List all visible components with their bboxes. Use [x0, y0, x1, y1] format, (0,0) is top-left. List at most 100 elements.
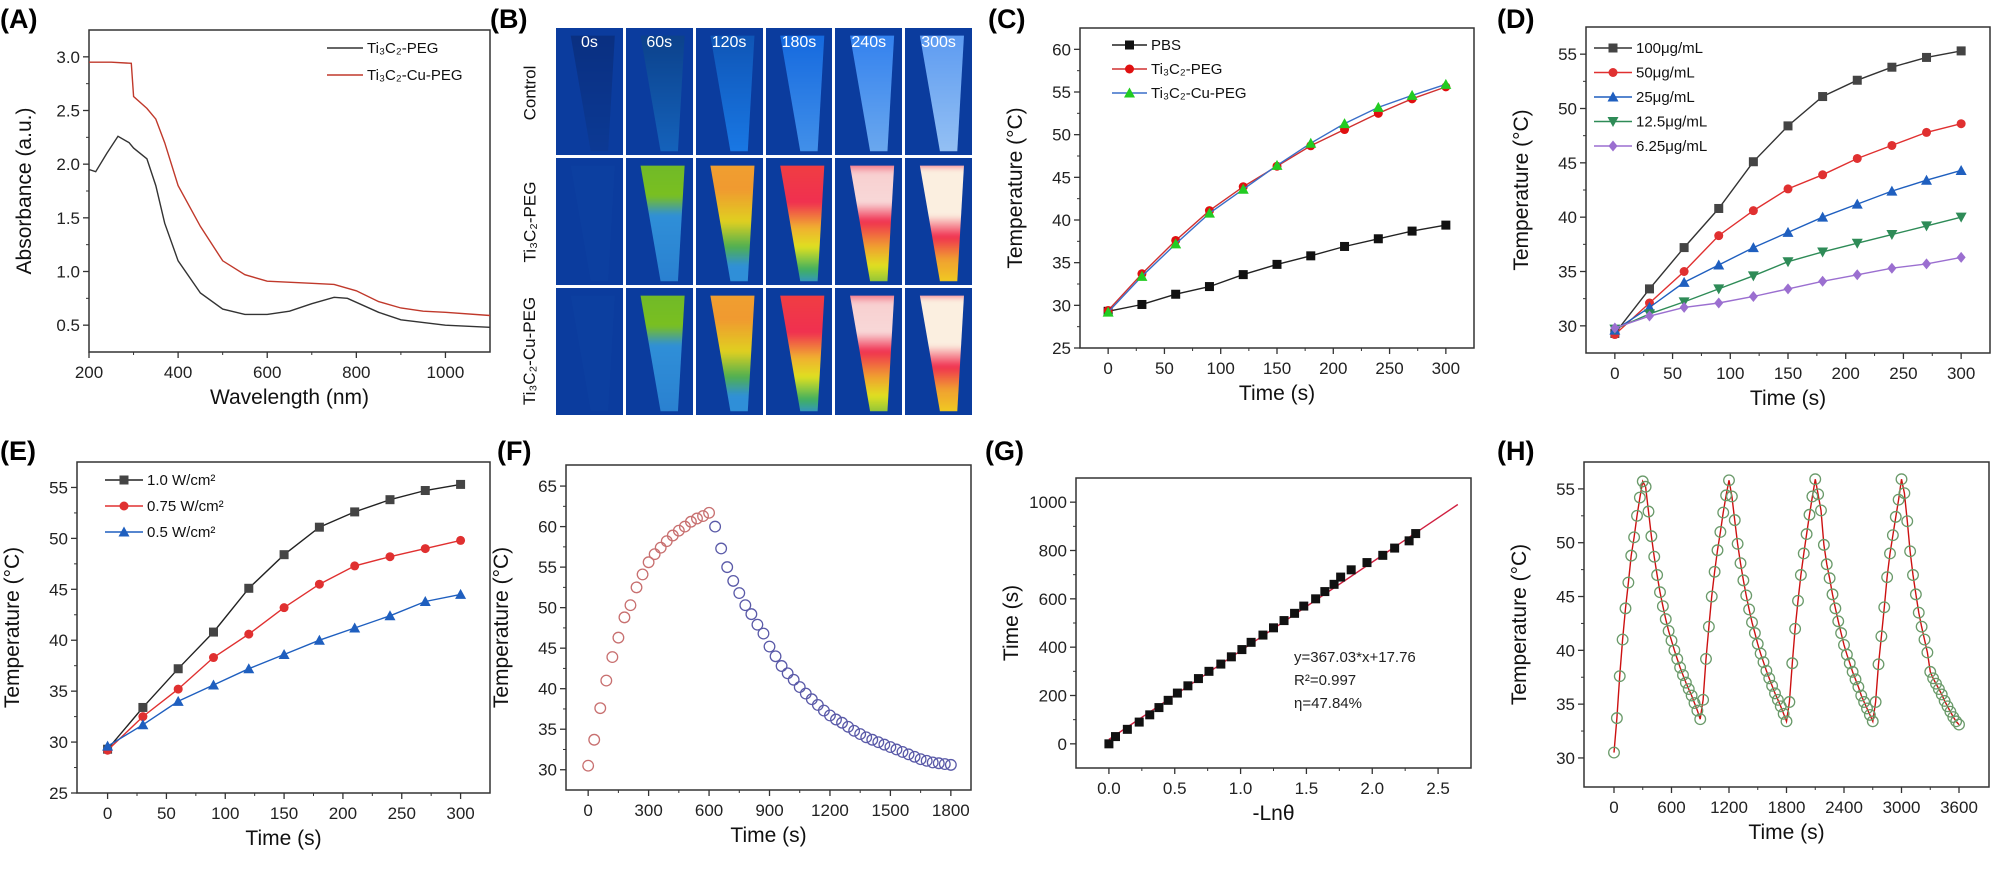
- circle-marker: [138, 712, 148, 722]
- series-pbs: [1103, 220, 1451, 316]
- triangle-marker: [1921, 174, 1933, 185]
- panel-label: (B): [490, 4, 527, 34]
- open-circle-marker: [769, 650, 782, 663]
- y-tick-label: 50: [1052, 126, 1071, 145]
- thermal-image-cell: 300s: [905, 28, 972, 155]
- x-tick-label: 1.5: [1295, 779, 1319, 798]
- open-circle-marker: [1858, 696, 1871, 708]
- triangle-down-marker: [1955, 212, 1967, 223]
- y-tick-label: 45: [1052, 168, 1071, 187]
- y-tick-label: 800: [1039, 542, 1067, 561]
- open-circle-marker: [1648, 550, 1661, 563]
- open-circle-marker: [1780, 715, 1793, 728]
- open-circle-marker: [848, 724, 861, 737]
- open-circle-marker: [1743, 603, 1756, 616]
- open-circle-marker: [1633, 491, 1646, 504]
- chart-panel-h: 0 600 1200 1800 2400 3000 3600 30 35 40 45 50 55 Time…: [1508, 461, 1990, 844]
- triangle-marker: [1271, 159, 1283, 170]
- square-marker: [1922, 52, 1932, 62]
- open-circle-marker: [1688, 697, 1701, 710]
- triangle-marker: [172, 695, 184, 706]
- open-circle-marker: [1691, 704, 1704, 717]
- open-circle-marker: [594, 702, 607, 715]
- y-tick-label: 40: [538, 680, 557, 699]
- y-tick-label: 60: [1052, 40, 1071, 59]
- square-marker: [1679, 243, 1689, 253]
- open-circle-marker: [1685, 689, 1698, 702]
- open-circle-marker: [709, 520, 722, 533]
- open-circle-marker: [1817, 538, 1830, 551]
- tube-heat-region: [640, 165, 685, 282]
- square-marker: [1311, 594, 1321, 604]
- square-marker: [1887, 62, 1897, 72]
- open-circle-marker: [630, 581, 643, 594]
- circle-marker: [1125, 64, 1134, 74]
- circle-marker: [350, 561, 360, 571]
- x-axis-title: Time (s): [1748, 821, 1824, 844]
- open-circle-marker: [1705, 590, 1718, 603]
- square-marker: [1111, 732, 1120, 742]
- square-marker: [1411, 529, 1421, 539]
- open-circle-marker: [1872, 658, 1885, 671]
- x-tick-label: 1.0: [1229, 779, 1253, 798]
- open-circle-marker: [1878, 601, 1891, 614]
- open-circle-marker: [1642, 505, 1655, 518]
- triangle-marker: [419, 596, 431, 607]
- legend-label: 12.5μg/mL: [1636, 114, 1707, 131]
- open-circle-marker: [624, 599, 637, 612]
- open-circle-marker: [811, 698, 824, 711]
- open-circle-marker: [799, 687, 812, 700]
- square-marker: [1154, 703, 1164, 713]
- series-ti-c-peg: [1103, 82, 1451, 315]
- square-marker: [1404, 536, 1414, 546]
- open-circle-marker: [757, 627, 770, 640]
- open-circle-marker: [932, 757, 945, 770]
- square-marker: [1390, 543, 1400, 553]
- x-tick-label: 600: [695, 801, 723, 820]
- triangle-marker: [243, 663, 255, 674]
- x-tick-label: 250: [388, 804, 416, 823]
- triangle-marker: [313, 634, 325, 645]
- x-tick-label: 0.0: [1097, 779, 1121, 798]
- plot-frame: [565, 464, 972, 791]
- open-circle-marker: [1714, 526, 1727, 538]
- square-marker: [1246, 637, 1256, 647]
- open-circle-marker: [1803, 508, 1816, 521]
- open-circle-marker: [1766, 679, 1779, 692]
- open-circle-marker: [1924, 665, 1937, 678]
- open-circle-marker: [1723, 474, 1735, 487]
- open-circle-marker: [1631, 509, 1643, 522]
- series-1-0-w-cm-: [103, 479, 466, 754]
- open-circle-marker: [866, 733, 879, 746]
- series-1: [1104, 529, 1421, 749]
- tube-heat-region: [570, 165, 615, 282]
- triangle-marker: [1817, 211, 1829, 222]
- square-marker: [1172, 688, 1182, 698]
- open-circle-marker: [672, 524, 685, 537]
- y-tick-label: 35: [538, 720, 557, 739]
- y-tick-label: 45: [49, 580, 68, 599]
- y-tick-label: 35: [1558, 263, 1577, 282]
- triangle-marker: [1339, 118, 1351, 129]
- open-circle-marker: [938, 758, 951, 771]
- open-circle-marker: [1792, 594, 1804, 607]
- triangle-down-marker: [1747, 271, 1759, 282]
- open-circle-marker: [1677, 669, 1689, 682]
- open-circle-marker: [1622, 576, 1635, 589]
- square-marker: [1818, 92, 1828, 102]
- open-circle-marker: [1682, 683, 1695, 696]
- x-tick-label: 600: [1657, 798, 1685, 817]
- open-circle-marker: [1651, 569, 1664, 581]
- x-tick-label: 150: [270, 804, 298, 823]
- panel-label: (E): [0, 436, 36, 466]
- thermal-image-cell: [765, 158, 833, 285]
- thermal-image-grid: 0s 60s 120s 180s 240s 300s: [556, 28, 972, 415]
- square-marker: [1104, 739, 1114, 749]
- open-circle-marker: [1866, 715, 1879, 728]
- open-circle-marker: [606, 651, 619, 664]
- x-tick-label: 1800: [1768, 798, 1806, 817]
- open-circle-marker: [739, 599, 752, 612]
- legend-label: Ti₃C₂-Cu-PEG: [367, 67, 463, 84]
- legend-entry: 6.25μg/mL: [1594, 138, 1707, 155]
- square-marker: [1748, 157, 1758, 167]
